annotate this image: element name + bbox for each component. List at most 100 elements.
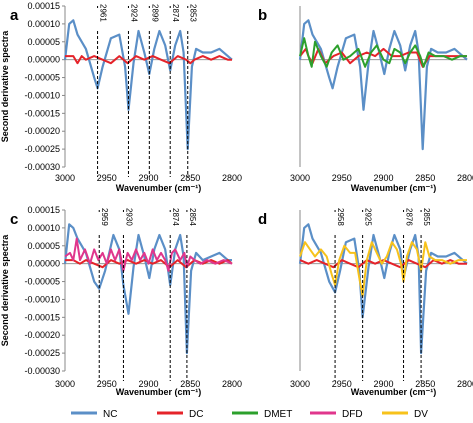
panel-letter: c: [10, 211, 18, 228]
series-dfd: [64, 237, 233, 272]
x-axis-label: Wavenumber (cm⁻¹): [351, 387, 436, 397]
panel-letter: a: [10, 7, 19, 24]
x-tick-label: 3000: [290, 173, 310, 183]
marker-label-bg: [182, 8, 193, 30]
y-tick-label: -0.00015: [24, 108, 60, 118]
panel-letter: d: [258, 211, 267, 228]
y-tick-label: 0.00015: [27, 1, 60, 11]
series-nc: [298, 223, 468, 355]
x-tick-label: 3000: [55, 173, 75, 183]
x-tick-label: 2900: [138, 379, 158, 389]
y-axis-label: Second derivative spectra: [0, 30, 10, 143]
marker-label-bg: [118, 212, 129, 234]
y-tick-label: -0.00030: [24, 162, 60, 172]
marker-label-bg: [357, 212, 368, 234]
legend-label: DFD: [342, 409, 363, 420]
marker-label: 2855: [422, 208, 431, 226]
x-tick-label: 2800: [457, 173, 473, 183]
legend-item: NC: [71, 409, 117, 420]
legend-label: NC: [103, 409, 117, 420]
legend: NC DC DMET DFD DV: [71, 409, 428, 420]
marker-label: 2899: [150, 4, 159, 22]
panel-b: b 3000 2950 2900 2850 2800 Wavenumber (cm⁻¹): [258, 6, 473, 193]
x-tick-label: 2800: [222, 379, 242, 389]
y-tick-label: 0.00010: [27, 223, 60, 233]
legend-item: DC: [157, 409, 203, 420]
marker-label: 2961: [99, 4, 108, 22]
series-dv: [299, 241, 467, 297]
y-tick-label: -0.00010: [24, 294, 60, 304]
panel-letter: b: [258, 7, 267, 24]
y-tick-label: -0.00030: [24, 366, 60, 376]
x-tick-label: 3000: [290, 379, 310, 389]
marker-label: 2876: [405, 208, 414, 226]
marker-label: 2930: [124, 208, 133, 226]
y-tick-label: 0.00000: [27, 259, 60, 269]
x-tick-label: 2800: [222, 173, 242, 183]
series-dc: [65, 55, 232, 65]
panel-c: c 0.00015 0.00010 0.00005 0.00000 -0.00005 -0.…: [0, 205, 242, 397]
x-tick-label: 2850: [180, 379, 200, 389]
legend-item: DMET: [232, 409, 292, 420]
marker-label-bg: [398, 212, 409, 234]
legend-item: DFD: [310, 409, 363, 420]
x-tick-label: 2900: [138, 173, 158, 183]
panel-d: d 3000 2950 2900 2850 2800 Wavenumber (cm⁻¹) 29…: [258, 208, 473, 397]
x-tick-label: 2850: [415, 173, 435, 183]
y-tick-label: 0.00000: [27, 55, 60, 65]
series-nc: [298, 19, 468, 151]
marker-label-bg: [123, 8, 134, 30]
y-tick-label: 0.00005: [27, 37, 60, 47]
marker-label-bg: [181, 212, 192, 234]
x-axis-label: Wavenumber (cm⁻¹): [116, 183, 201, 193]
marker-label: 2874: [171, 4, 180, 22]
x-tick-label: 2800: [457, 379, 473, 389]
marker-label: 2925: [364, 208, 373, 226]
marker-label: 2874: [171, 208, 180, 226]
legend-label: DMET: [264, 409, 292, 420]
y-tick-label: -0.00025: [24, 348, 60, 358]
series-nc: [63, 19, 233, 151]
marker-label: 2924: [129, 4, 138, 22]
legend-label: DV: [414, 409, 428, 420]
marker-label-bg: [94, 212, 105, 234]
marker-label-bg: [92, 8, 103, 30]
y-tick-label: -0.00015: [24, 312, 60, 322]
y-tick-label: -0.00020: [24, 126, 60, 136]
x-tick-label: 2950: [332, 379, 352, 389]
y-tick-label: 0.00010: [27, 19, 60, 29]
series-nc: [63, 223, 232, 355]
x-axis-label: Wavenumber (cm⁻¹): [116, 387, 201, 397]
y-tick-label: -0.00020: [24, 330, 60, 340]
marker-label-bg: [330, 212, 341, 234]
x-tick-label: 2950: [97, 173, 117, 183]
legend-item: DV: [382, 409, 428, 420]
x-tick-label: 2950: [97, 379, 117, 389]
x-tick-label: 2850: [415, 379, 435, 389]
legend-label: DC: [189, 409, 203, 420]
y-tick-label: -0.00005: [24, 277, 60, 287]
marker-label-bg: [416, 212, 427, 234]
y-axis-label: Second derivative spectra: [0, 234, 10, 347]
y-tick-label: 0.00015: [27, 205, 60, 215]
marker-label-bg: [165, 8, 176, 30]
series-dmet: [299, 37, 467, 68]
x-tick-label: 2950: [332, 173, 352, 183]
marker-label: 2959: [100, 208, 109, 226]
y-tick-label: -0.00025: [24, 144, 60, 154]
x-axis-label: Wavenumber (cm⁻¹): [351, 183, 436, 193]
x-tick-label: 2900: [373, 173, 393, 183]
panel-a: a 0.00015 0.00010 0.00005 0.00000 -0.00005 -0.…: [0, 1, 242, 193]
y-tick-label: 0.00005: [27, 241, 60, 251]
x-tick-label: 2850: [180, 173, 200, 183]
x-tick-label: 2900: [373, 379, 393, 389]
marker-label: 2958: [336, 208, 345, 226]
marker-label-bg: [165, 212, 176, 234]
marker-label: 2853: [189, 4, 198, 22]
y-tick-label: -0.00005: [24, 73, 60, 83]
x-tick-label: 3000: [55, 379, 75, 389]
marker-label: 2854: [188, 208, 197, 226]
marker-label-bg: [144, 8, 155, 30]
y-tick-label: -0.00010: [24, 90, 60, 100]
